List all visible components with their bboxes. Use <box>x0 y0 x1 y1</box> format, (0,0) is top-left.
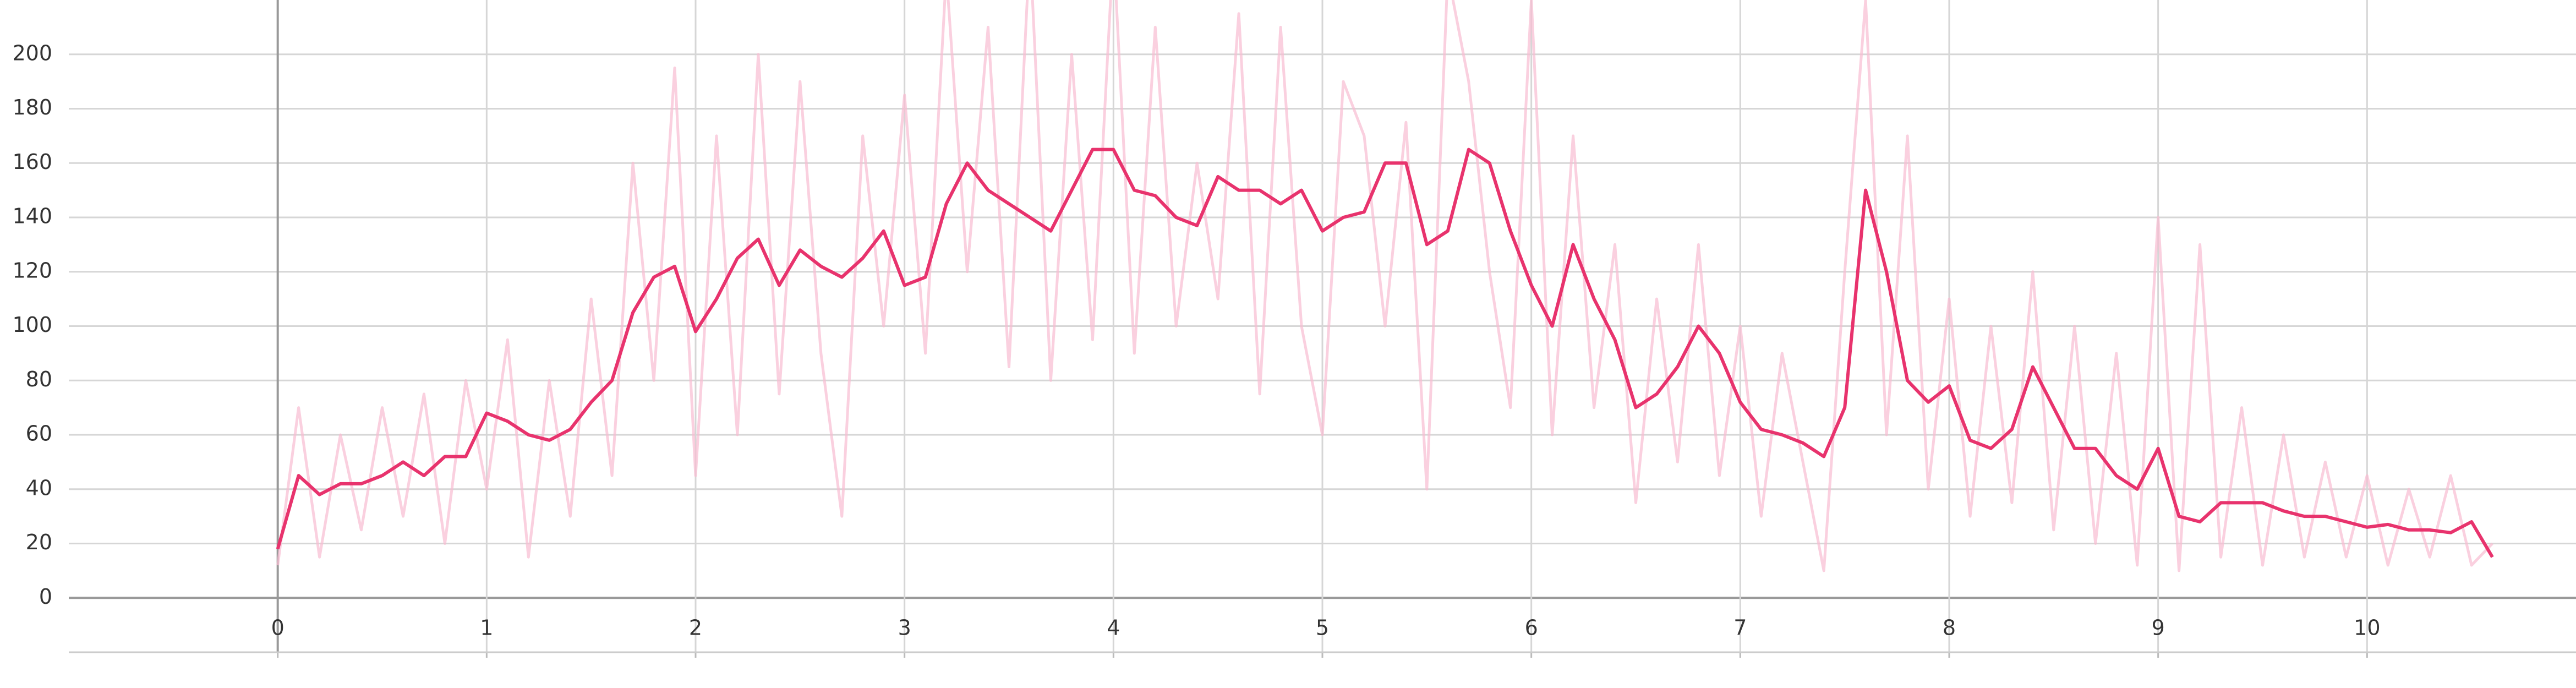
x-tick-label: 3 <box>898 616 911 640</box>
y-tick-label: 160 <box>12 150 52 174</box>
y-tick-label: 100 <box>12 313 52 337</box>
y-tick-label: 200 <box>12 41 52 65</box>
x-tick-label: 9 <box>2152 616 2165 640</box>
y-tick-label: 120 <box>12 258 52 282</box>
smoothed-line <box>276 148 2494 558</box>
tick-labels: 0 20 40 60 80 100 120 140 160 180 200 0 1 2 3 4 5 6 7 8 9 10 <box>12 41 2380 640</box>
x-tick-label: 0 <box>271 616 285 640</box>
y-tick-label: 20 <box>26 530 52 554</box>
x-tick-label: 4 <box>1107 616 1120 640</box>
plot-area <box>276 0 2494 572</box>
y-tick-label: 140 <box>12 204 52 228</box>
grid <box>69 0 2576 658</box>
x-tick-label: 8 <box>1943 616 1956 640</box>
x-tick-label: 5 <box>1316 616 1329 640</box>
x-tick-label: 6 <box>1525 616 1538 640</box>
x-tick-label: 2 <box>689 616 702 640</box>
y-tick-label: 180 <box>12 95 52 119</box>
y-tick-label: 60 <box>26 422 52 446</box>
raw-line <box>276 0 2493 572</box>
y-tick-label: 80 <box>26 367 52 391</box>
x-tick-label: 10 <box>2354 616 2380 640</box>
x-tick-label: 7 <box>1733 616 1747 640</box>
y-tick-label: 40 <box>26 476 52 500</box>
x-tick-label: 1 <box>480 616 493 640</box>
y-tick-label: 0 <box>39 585 52 609</box>
